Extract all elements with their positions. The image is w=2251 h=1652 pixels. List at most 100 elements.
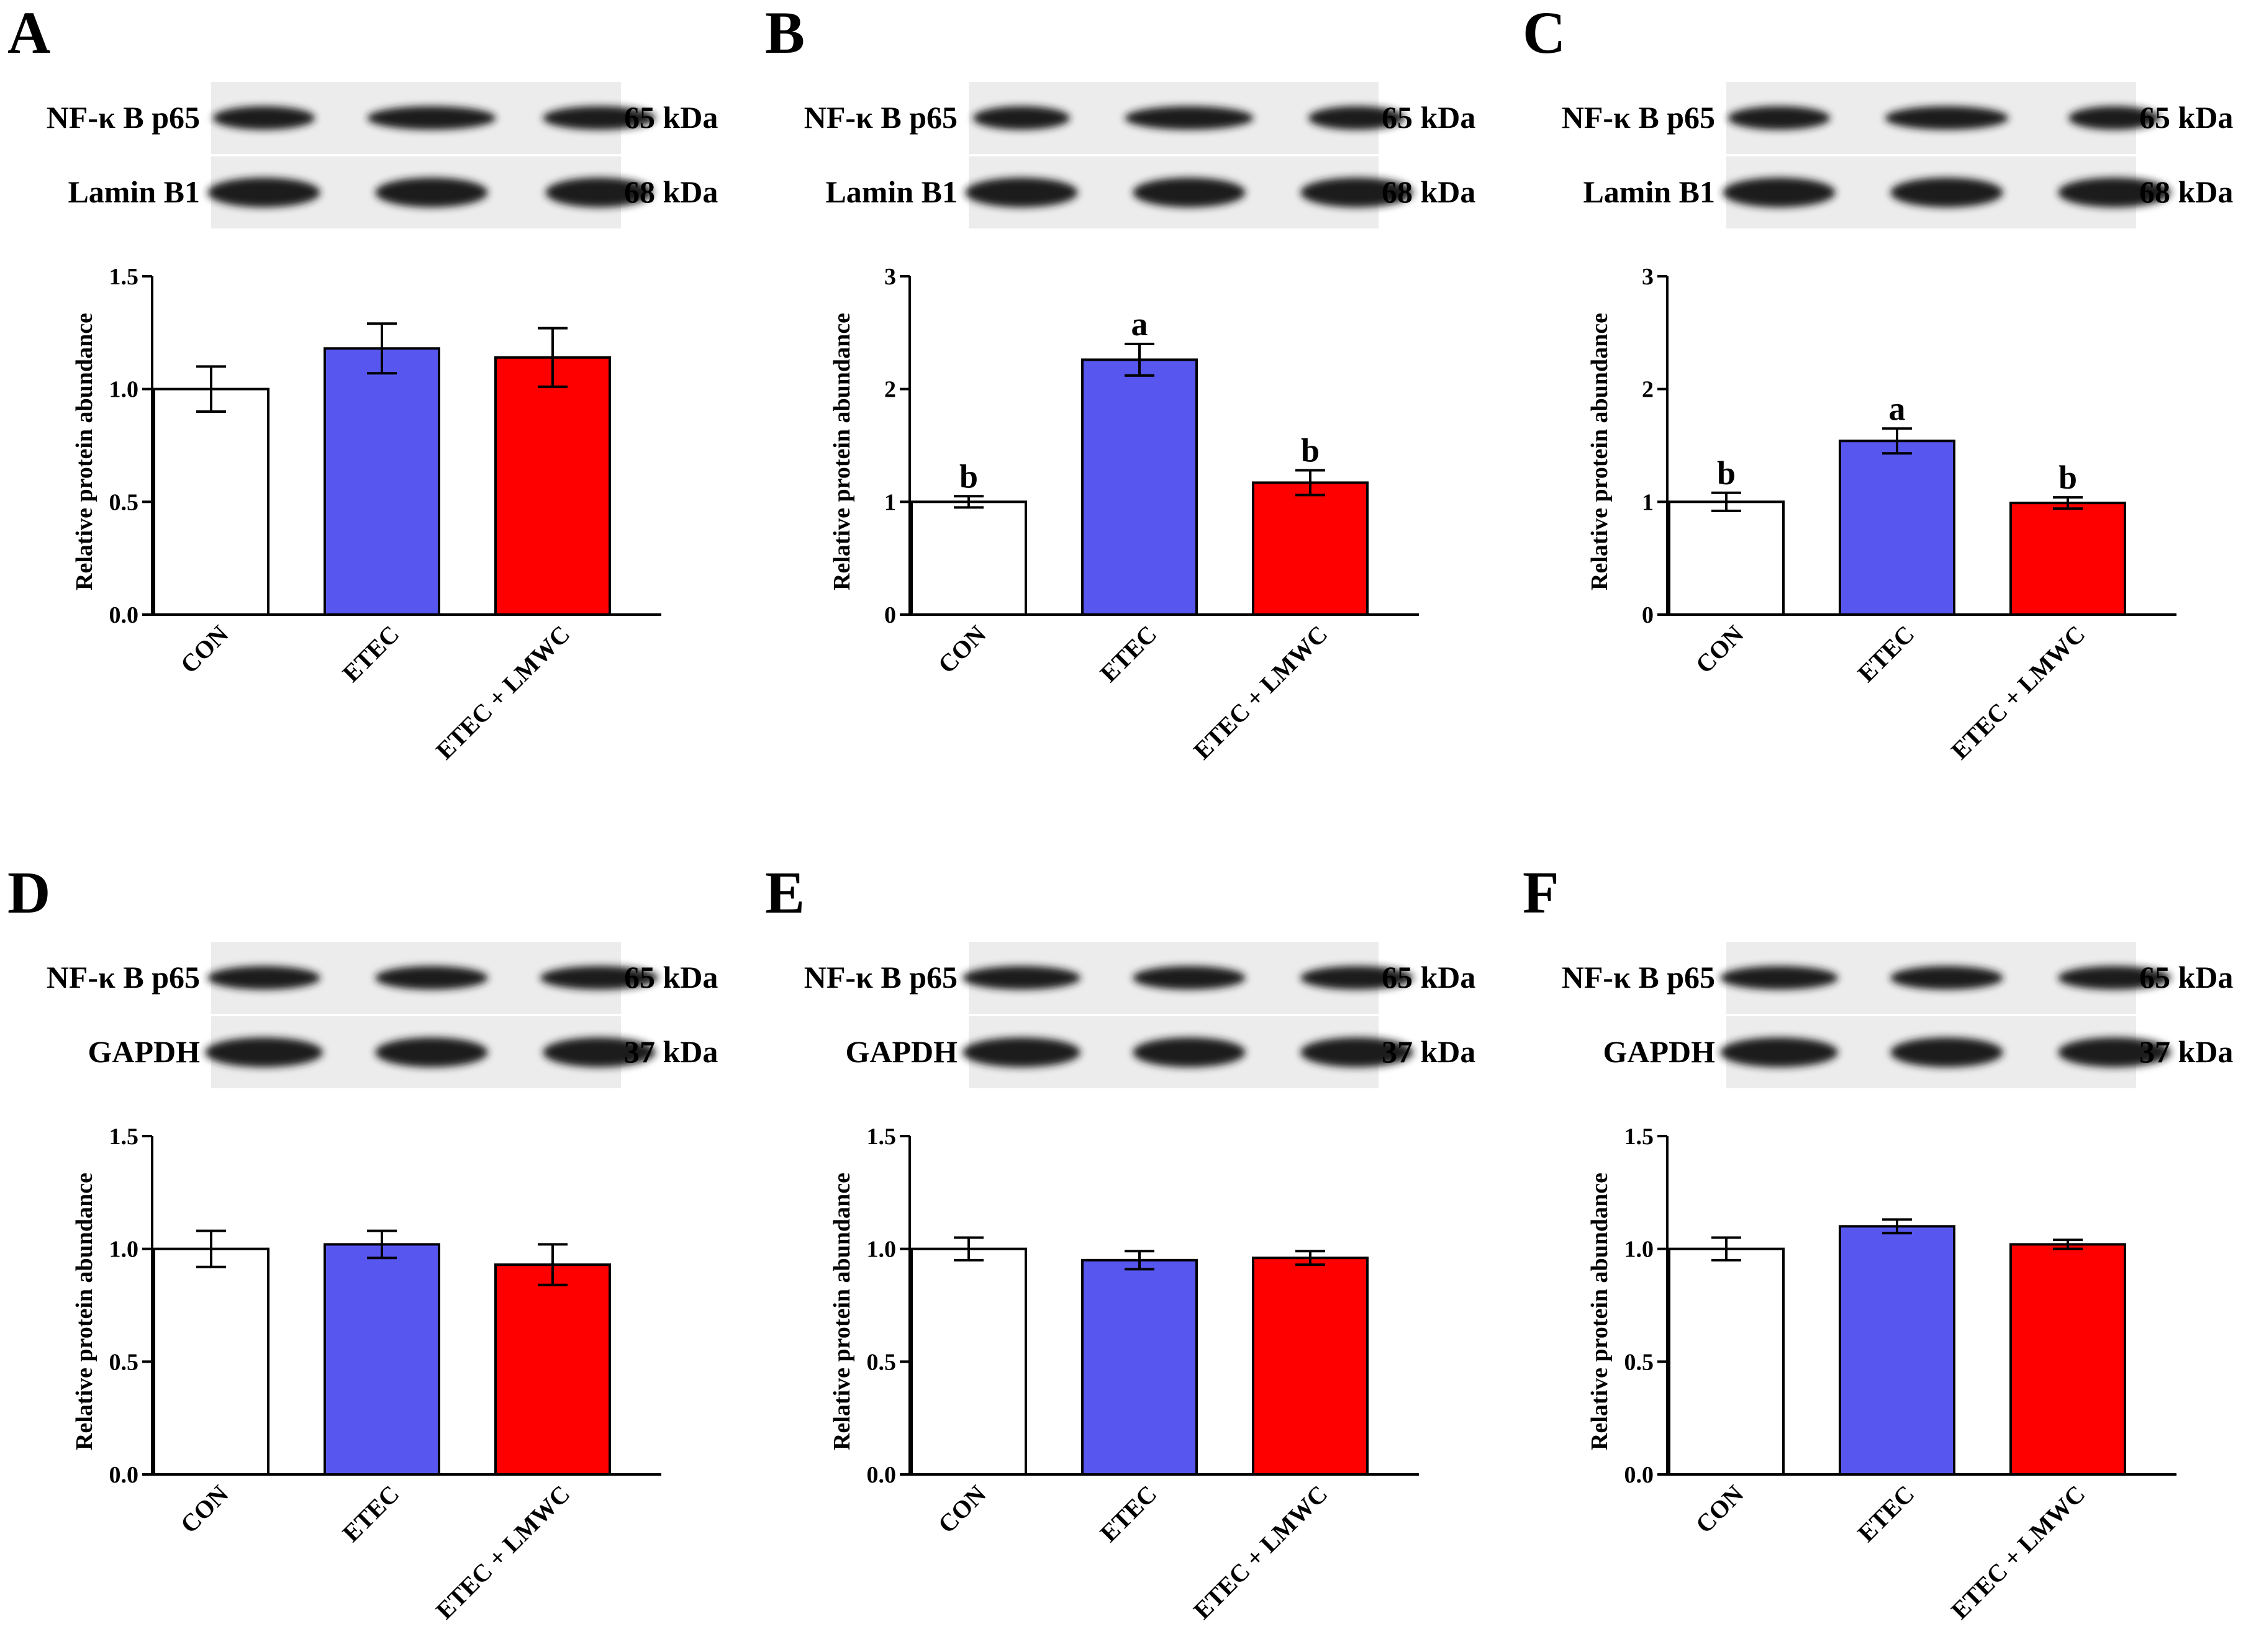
category-label: CON bbox=[1690, 620, 1749, 679]
category-label: CON bbox=[1690, 1479, 1749, 1538]
blot-band-control bbox=[543, 1037, 656, 1067]
y-tick-label: 1.0 bbox=[867, 1237, 897, 1263]
blot-label-target: NF-κ B p65 bbox=[804, 100, 958, 135]
y-tick-label: 3 bbox=[1642, 264, 1654, 290]
blot-band-target bbox=[543, 106, 656, 130]
blot-kda-control: 68 kDa bbox=[2139, 174, 2233, 209]
blot-band-control bbox=[375, 1037, 488, 1067]
blot-band-control bbox=[1720, 1037, 1838, 1067]
blot-band-control bbox=[207, 178, 320, 207]
y-axis-title: Relative protein abundance bbox=[71, 1173, 97, 1450]
blot-band-target bbox=[367, 106, 496, 130]
blot-band-control bbox=[1133, 1037, 1246, 1067]
category-label: ETEC bbox=[1095, 1480, 1162, 1548]
blot-band-control bbox=[2058, 1037, 2171, 1067]
blot-band-target bbox=[1890, 966, 2003, 990]
category-label: ETEC + LMWC bbox=[430, 1480, 575, 1625]
y-axis-title: Relative protein abundance bbox=[829, 1173, 855, 1450]
bar bbox=[1668, 500, 1785, 616]
category-label: ETEC bbox=[337, 620, 405, 688]
y-axis-title: Relative protein abundance bbox=[1587, 1173, 1613, 1450]
panel-letter: C bbox=[1523, 0, 1565, 66]
category-label: CON bbox=[933, 1479, 992, 1538]
blot-band-control bbox=[2058, 178, 2171, 207]
blot-kda-target: 65 kDa bbox=[1382, 960, 1475, 995]
blot-band-control bbox=[545, 178, 653, 207]
bar bbox=[1839, 440, 1955, 616]
blot-band-control bbox=[205, 1037, 323, 1067]
blot-kda-control: 37 kDa bbox=[1382, 1034, 1475, 1069]
blot-band-target bbox=[540, 966, 658, 990]
blot-band-target bbox=[1125, 106, 1254, 130]
category-label: CON bbox=[933, 620, 992, 679]
blot-band-control bbox=[965, 178, 1078, 207]
blot-label-control: GAPDH bbox=[845, 1034, 958, 1069]
blot-band-control bbox=[1300, 178, 1413, 207]
western-blot: NF-κ B p65 65 kDa Lamin B1 68 kDa bbox=[804, 82, 1475, 228]
y-tick-label: 0 bbox=[884, 602, 896, 628]
panel-e: E NF-κ B p65 65 kDa GAPDH 37 kDa 0.0 0.5 1.0 1.5… bbox=[765, 859, 1475, 1625]
y-tick-label: 0.0 bbox=[109, 1462, 139, 1488]
blot-label-control: GAPDH bbox=[88, 1034, 200, 1069]
western-blot: NF-κ B p65 65 kDa GAPDH 37 kDa bbox=[804, 942, 1475, 1088]
blot-band-target bbox=[962, 966, 1080, 990]
blot-kda-target: 65 kDa bbox=[2139, 960, 2233, 995]
panel-letter: B bbox=[765, 0, 805, 66]
panel-letter: E bbox=[765, 859, 805, 926]
blot-band-target bbox=[1728, 106, 1831, 130]
blot-band-target bbox=[973, 106, 1070, 130]
blot-label-target: NF-κ B p65 bbox=[1562, 960, 1715, 995]
y-tick-label: 0.5 bbox=[109, 489, 139, 515]
significance-letter: b bbox=[2059, 459, 2077, 496]
y-tick-label: 1.5 bbox=[867, 1124, 897, 1150]
bar bbox=[1252, 1257, 1369, 1476]
bar bbox=[324, 1243, 440, 1476]
bar bbox=[1252, 481, 1369, 616]
y-axis-title: Relative protein abundance bbox=[1587, 313, 1613, 590]
blot-kda-control: 37 kDa bbox=[2139, 1034, 2233, 1069]
bar-chart: 0.0 0.5 1.0 1.5 Relative protein abundance CO… bbox=[829, 1124, 1419, 1625]
category-label: CON bbox=[175, 1479, 234, 1538]
bar-chart: 0.0 0.5 1.0 1.5 Relative protein abundance CO… bbox=[1587, 1124, 2176, 1625]
blot-label-target: NF-κ B p65 bbox=[47, 960, 200, 995]
blot-band-control bbox=[1133, 178, 1246, 207]
panel-d: D NF-κ B p65 65 kDa GAPDH 37 kDa 0.0 0.5 1.0 1.5… bbox=[7, 859, 718, 1625]
significance-letter: b bbox=[1301, 431, 1320, 469]
blot-band-target bbox=[1308, 106, 1405, 130]
category-label: ETEC bbox=[1852, 1480, 1920, 1548]
category-label: CON bbox=[175, 620, 234, 679]
western-blot: NF-κ B p65 65 kDa Lamin B1 68 kDa bbox=[47, 82, 718, 228]
y-tick-label: 2 bbox=[1642, 377, 1654, 403]
y-axis-title: Relative protein abundance bbox=[71, 313, 97, 590]
blot-kda-target: 65 kDa bbox=[2139, 100, 2233, 135]
blot-kda-control: 37 kDa bbox=[624, 1034, 718, 1069]
y-tick-label: 1 bbox=[884, 489, 896, 515]
y-tick-label: 0 bbox=[1642, 602, 1654, 628]
category-label: ETEC bbox=[1095, 620, 1162, 688]
blot-band-control bbox=[375, 178, 488, 207]
panel-a: A NF-κ B p65 65 kDa Lamin B1 68 kDa 0.0 0.5 1.0… bbox=[7, 0, 718, 765]
category-label: ETEC + LMWC bbox=[430, 620, 575, 765]
panel-letter: A bbox=[7, 0, 50, 66]
bar bbox=[1081, 358, 1198, 616]
bar bbox=[910, 500, 1027, 616]
blot-band-target bbox=[1885, 106, 2009, 130]
blot-band-target bbox=[1300, 966, 1413, 990]
significance-letter: b bbox=[959, 458, 978, 495]
bar-chart: 0.0 0.5 1.0 1.5 Relative protein abundance CO… bbox=[71, 1124, 661, 1625]
western-blot: NF-κ B p65 65 kDa Lamin B1 68 kDa bbox=[1562, 82, 2233, 228]
blot-band-control bbox=[1890, 1037, 2003, 1067]
blot-label-target: NF-κ B p65 bbox=[804, 960, 958, 995]
y-tick-label: 1.5 bbox=[109, 264, 139, 290]
blot-kda-target: 65 kDa bbox=[624, 100, 718, 135]
y-tick-label: 1 bbox=[1642, 489, 1654, 515]
blot-kda-control: 68 kDa bbox=[1382, 174, 1475, 209]
category-label: ETEC + LMWC bbox=[1188, 620, 1333, 765]
blot-label-control: GAPDH bbox=[1603, 1034, 1715, 1069]
significance-letter: a bbox=[1131, 305, 1148, 343]
blot-band-control bbox=[962, 1037, 1080, 1067]
bar bbox=[2009, 1243, 2126, 1476]
bar bbox=[910, 1247, 1027, 1476]
blot-band-control bbox=[1300, 1037, 1413, 1067]
bar bbox=[153, 387, 269, 616]
